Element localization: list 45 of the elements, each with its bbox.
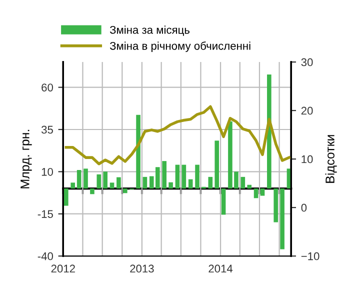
- y-tick-label: -15: [38, 210, 53, 218]
- bar: [280, 188, 284, 250]
- bar: [84, 168, 88, 189]
- y-tick-label: 60: [42, 84, 53, 92]
- bar: [240, 176, 246, 189]
- bar: [221, 188, 226, 215]
- y-tick-label: -40: [38, 252, 53, 260]
- y-tick-label: 35: [42, 126, 53, 134]
- bar: [142, 176, 148, 189]
- bar: [103, 172, 108, 189]
- bar: [162, 161, 166, 189]
- y2-tick-label: 20: [301, 106, 313, 115]
- y2-tick-label: 10: [302, 155, 313, 164]
- bar: [76, 170, 82, 189]
- bar: [208, 176, 213, 189]
- bar: [195, 164, 200, 189]
- bar: [254, 188, 258, 198]
- line-series: [64, 105, 290, 166]
- y2-tick-label: 30: [301, 58, 313, 66]
- bar: [116, 177, 121, 189]
- bar: [175, 164, 180, 189]
- x-tick-label: 2013: [130, 264, 154, 273]
- bar: [110, 182, 114, 189]
- bar: [64, 188, 68, 206]
- y-axis-title: Млрд. грн.: [20, 130, 32, 188]
- bar: [182, 164, 186, 189]
- bar: [90, 188, 94, 194]
- bar: [260, 188, 265, 196]
- y2-tick-label: 0: [301, 204, 307, 212]
- bar: [123, 188, 128, 194]
- x-tick-label: 2014: [208, 264, 233, 273]
- y2-axis-title: Відсотки: [325, 135, 337, 183]
- bar: [96, 174, 102, 189]
- bar: [247, 184, 252, 189]
- y2-tick-label: −10: [301, 252, 320, 260]
- x-tick-label: 2012: [51, 264, 75, 273]
- y-tick-label: 10: [42, 168, 53, 176]
- bar: [168, 182, 173, 189]
- bar: [274, 188, 278, 222]
- legend-label: Зміна за місяць: [110, 26, 190, 36]
- bar: [188, 179, 193, 189]
- bar: [214, 140, 220, 189]
- bar: [136, 114, 140, 189]
- legend-label: Зміна в річному обчисленні: [110, 42, 250, 52]
- bar: [70, 182, 75, 189]
